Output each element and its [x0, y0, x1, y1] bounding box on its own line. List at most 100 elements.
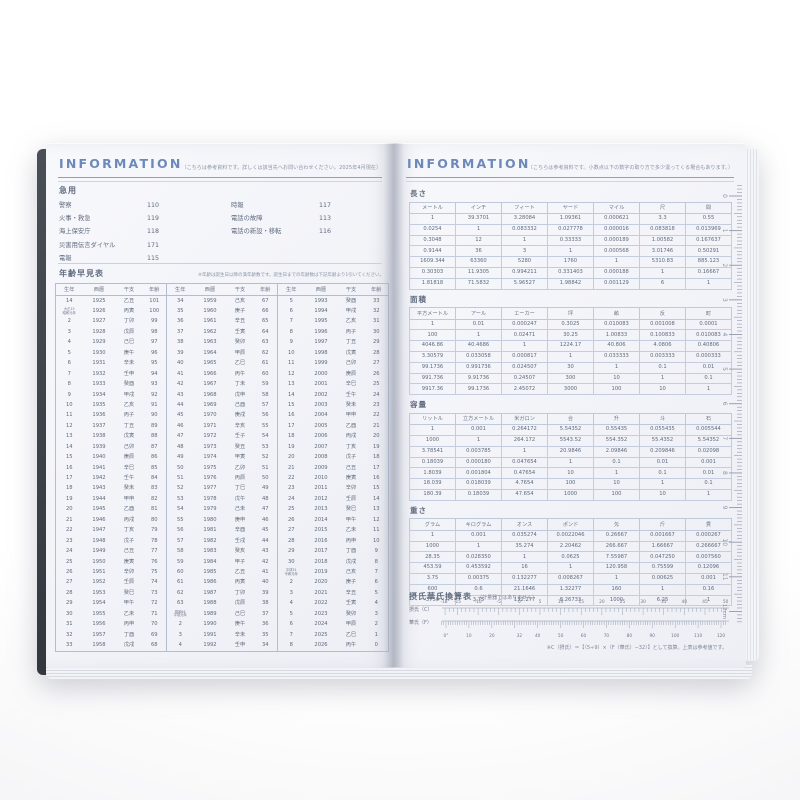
- age-table-cell: 26: [65, 568, 73, 575]
- age-table-cell: 57: [261, 401, 269, 408]
- age-table-cell: 67: [261, 297, 269, 304]
- emergency-entry-number: 113: [319, 215, 332, 223]
- celsius-tick-label: -10: [475, 599, 482, 605]
- conversion-table-cell: 0.000568: [593, 245, 640, 258]
- age-table-cell: 6: [374, 579, 378, 586]
- age-table-cell: 45: [166, 410, 194, 422]
- age-table-cell: 乙丑: [123, 297, 135, 304]
- ruler-number: 11: [721, 573, 728, 581]
- age-table-head: 生年 西暦 干支 年齢 生年 西暦 干支 年齢 生年 西暦 干支 年齢: [55, 283, 389, 296]
- age-table-cell: 62: [261, 349, 269, 356]
- age-table-cell: 甲戌: [345, 308, 357, 315]
- age-table-cell: 甲辰: [234, 349, 246, 356]
- age-table-cell: 5: [277, 609, 305, 620]
- age-table-cell: 32: [372, 308, 380, 315]
- age-table-cell: 1992: [203, 642, 217, 649]
- age-table-cell: 癸酉: [345, 297, 357, 304]
- conversion-table-cell: 1.00833: [593, 329, 640, 342]
- conversion-table-cell: 0.003785: [455, 445, 502, 458]
- conversion-table-cell: 0.167637: [685, 234, 732, 247]
- conversion-table-cell: 0.000189: [593, 234, 640, 247]
- age-table-cell: 1943: [92, 485, 106, 492]
- age-table-cell: 2020: [314, 579, 328, 586]
- age-table-cell: 辛未: [123, 360, 135, 367]
- age-table-cell: 乙巳: [234, 360, 246, 367]
- fahrenheit-tick-label: 90: [650, 633, 656, 639]
- age-table-cell: 29: [372, 339, 380, 346]
- page-stack-right-edge: [745, 149, 759, 661]
- conversion-table-cell: 3.75: [409, 572, 456, 585]
- age-table-cell: 85: [150, 464, 158, 471]
- conversion-table-cell: 1: [455, 434, 502, 447]
- age-table-cell: 96: [150, 349, 158, 356]
- age-table-cell: 24: [372, 391, 380, 398]
- age-table-cell: 86: [150, 454, 158, 461]
- age-table-cell: 1928: [92, 328, 106, 335]
- age-table-cell: 44: [261, 537, 269, 544]
- fahrenheit-tick-label: 120: [717, 633, 725, 639]
- conversion-table-cell: 39.3701: [455, 213, 502, 225]
- ruler-number: 12cm: [721, 604, 727, 619]
- age-table-cell: 壬寅: [345, 600, 357, 607]
- age-table-row: 21 1946 丙戌 80 55 1980 庚申 46 26 2014 甲午 12: [56, 515, 389, 526]
- age-table-cell: 56: [166, 525, 194, 537]
- age-table-cell: 23: [277, 483, 305, 495]
- age-table-cell: 1994: [314, 308, 328, 315]
- age-table-cell: 1941: [92, 464, 106, 471]
- age-table-note: ※年齢は誕生日以降の満年齢数です。誕生日までの年齢数は下記年齢より1引いてくださ…: [198, 273, 384, 278]
- age-table-cell: 1999: [314, 360, 328, 367]
- conversion-table-head: リットル 立方メートル 米ガロン合升斗石: [409, 412, 732, 426]
- age-table-cell: 97: [150, 339, 158, 346]
- age-table-cell: 1995: [314, 318, 328, 325]
- conversion-table-cell: 3: [501, 245, 548, 258]
- age-table-cell: 丙申: [345, 537, 357, 544]
- conversion-table-cell: 0.003333: [639, 350, 686, 363]
- emergency-entry: 電話の新設・移転 116: [231, 225, 386, 238]
- ruler-number: 5: [721, 367, 728, 371]
- age-table-cell: 2015: [314, 527, 328, 534]
- age-table-cell: 己未: [234, 506, 246, 513]
- age-table-cell: 庚子: [345, 579, 357, 586]
- conversion-table-cell: 1.81818: [409, 277, 456, 290]
- conversion-table-cell: 300: [547, 372, 594, 385]
- conversion-table-cell: 0.01: [639, 456, 686, 469]
- conversion-table-row: 1609.344 63360 5280 1760 1 5310.83 885.123: [409, 256, 732, 268]
- conversion-table-row: 0.3048 12 1 0.33333 0.000189 1.00582 0.167637: [409, 234, 732, 247]
- conversion-table-cell: 0.001129: [593, 277, 640, 290]
- age-table-row: 19 1944 甲申 82 53 1978 戊午 48 24 2012 壬辰 14: [56, 494, 389, 505]
- open-notebook: INFORMATION 〔こちらは参考資料です。詳しくは該当先へお問い合わせくだ…: [37, 141, 763, 683]
- age-table-cell: 乙未: [345, 527, 357, 534]
- conversion-table-row: 0.9144 36 3 1 0.000568 3.01746 0.50291: [409, 245, 732, 258]
- age-table-cell: 癸卯: [234, 339, 246, 346]
- age-table-cell: 癸卯: [345, 610, 357, 617]
- conversion-table-cell: 0.047654: [501, 456, 548, 469]
- fahrenheit-tick-label: 100: [671, 633, 679, 639]
- conversion-col-header: 畝: [593, 307, 640, 320]
- age-table-cell: 47: [166, 431, 194, 443]
- conversion-table-cell: 100: [593, 488, 640, 501]
- conversion-table-row: 600 0.6 21.1646 1.32277 160 1 0.16: [409, 583, 732, 596]
- age-table-cell: 1927: [92, 318, 106, 325]
- conversion-table-head: メートル インチ フィート ヤード マイル尺間: [409, 201, 732, 214]
- conversion-table-row: 0.0254 1 0.083332 0.027778 0.000016 0.083818 0…: [409, 223, 732, 236]
- age-table-cell: 乙未: [123, 610, 135, 617]
- age-table-cell: 3: [277, 588, 305, 599]
- conversion-table-cell: 5.54352: [547, 424, 594, 436]
- age-table-cell: 58: [261, 391, 269, 398]
- conversion-table-cell: 0.47654: [501, 467, 548, 480]
- emergency-entry-label: 電話の故障: [231, 215, 263, 223]
- conversion-table-cell: 36: [455, 245, 502, 258]
- age-table-cell: 8: [67, 381, 71, 388]
- age-table-cell: 2007: [314, 443, 328, 450]
- celsius-axis-label: 摂氏（C）: [409, 606, 433, 613]
- age-table-row: 32 1957 丁酉 69 3 1991 辛未 35 7 2025 乙巳 1: [56, 630, 389, 641]
- age-table-cell: 23: [372, 401, 380, 408]
- conversion-table-cell: 10: [639, 488, 686, 501]
- conversion-table-cell: 0.264172: [501, 424, 548, 436]
- age-table-cell: 1985: [203, 568, 217, 575]
- emergency-section-title: 急用: [59, 186, 77, 195]
- conversion-table-cell: 1000: [409, 434, 456, 447]
- age-table-cell: 丙寅: [234, 579, 246, 586]
- conversion-table-title: 重さ: [410, 505, 427, 515]
- age-table-cell: 45: [261, 527, 269, 534]
